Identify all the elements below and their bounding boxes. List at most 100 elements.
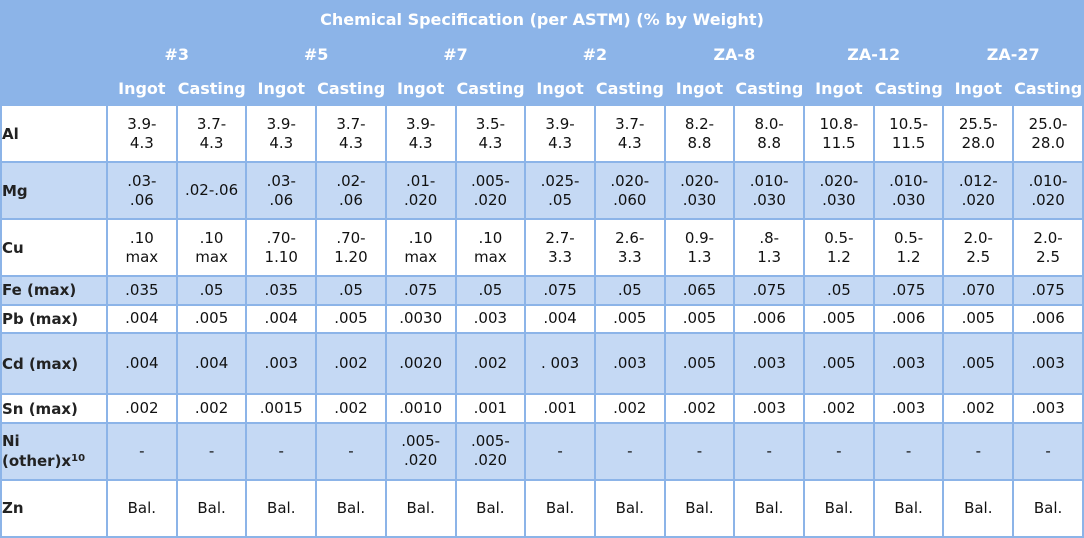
value-text: Bal.: [197, 498, 226, 517]
value-text: -: [348, 441, 354, 460]
value-text: .03-: [127, 171, 157, 190]
value-cell: 3.9- 4.3: [526, 106, 594, 162]
value-text: .065: [682, 280, 717, 299]
value-text: .020: [473, 190, 508, 209]
value-text: .0020: [399, 354, 443, 373]
value-text: -: [278, 441, 284, 460]
value-text: 1.2: [826, 247, 851, 266]
alloy-header: ZA-8: [665, 38, 804, 70]
value-cell: .005: [317, 305, 385, 333]
value-text: .005-: [470, 432, 510, 451]
value-cell: .002: [108, 395, 176, 422]
value-cell: .003: [456, 305, 525, 333]
value-cell: Bal.: [944, 480, 1013, 536]
value-text: Bal.: [964, 498, 993, 517]
value-text: Bal.: [336, 498, 366, 517]
value-cell: .001: [456, 395, 525, 422]
value-text: .002: [961, 399, 995, 418]
value-text: Bal.: [545, 498, 575, 517]
value-text: .05: [826, 280, 851, 299]
value-cell: .002: [317, 334, 385, 394]
value-cell: .075: [874, 277, 943, 304]
value-cell: 3.7- 4.3: [317, 106, 385, 162]
value-text: .003: [1031, 354, 1065, 373]
value-cell: .005: [944, 334, 1013, 394]
casting-header: Casting: [1014, 72, 1082, 104]
value-text: 1.10: [264, 247, 298, 266]
row-label: Cu: [2, 220, 106, 276]
value-cell: 3.9- 4.3: [386, 106, 455, 162]
value-text: .075: [891, 280, 926, 299]
value-cell: 2.0- 2.5: [944, 220, 1013, 276]
value-cell: 3.5- 4.3: [456, 106, 525, 162]
value-cell: .0020: [386, 334, 455, 394]
value-cell: .002: [456, 334, 525, 394]
row-label: Mg: [2, 163, 106, 219]
value-text: .070: [961, 280, 995, 299]
value-text: .005: [961, 309, 995, 328]
value-cell: Bal.: [456, 480, 525, 536]
value-text: 4.3: [617, 133, 642, 152]
ingot-header: Ingot: [247, 72, 316, 104]
value-text: .003: [613, 354, 647, 373]
element-name: Al: [2, 124, 19, 143]
value-text: 3.5-: [475, 114, 505, 133]
value-text: .8-: [759, 228, 780, 247]
value-text: .010-: [749, 171, 789, 190]
value-text: 4.3: [129, 133, 154, 152]
value-cell: -: [526, 423, 594, 479]
header-corner: [2, 72, 106, 104]
value-cell: .004: [247, 305, 316, 333]
value-cell: -: [177, 423, 246, 479]
value-text: .001: [543, 399, 577, 418]
value-cell: 25.5- 28.0: [944, 106, 1013, 162]
alloy-header: ZA-27: [944, 38, 1082, 70]
row-label: Cd (max): [2, 334, 106, 394]
value-text: 10.5-: [889, 114, 928, 133]
value-text: 1.2: [896, 247, 921, 266]
value-text: .012-: [958, 171, 998, 190]
value-text: -: [208, 441, 215, 460]
value-cell: .012- .020: [944, 163, 1013, 219]
value-cell: .005: [595, 305, 664, 333]
value-cell: .010- .030: [874, 163, 943, 219]
value-text: .030: [752, 190, 786, 209]
row-label: Zn: [2, 480, 106, 536]
value-text: .05: [339, 280, 363, 299]
value-text: .006: [752, 309, 786, 328]
value-cell: .075: [526, 277, 594, 304]
value-text: .035: [264, 280, 298, 299]
value-cell: .006: [735, 305, 804, 333]
value-cell: .002: [177, 395, 246, 422]
value-text: .010-: [889, 171, 928, 190]
value-cell: Bal.: [735, 480, 804, 536]
value-text: 3.3: [617, 247, 642, 266]
value-cell: .075: [735, 277, 804, 304]
value-text: -: [766, 441, 772, 460]
value-text: .003: [891, 399, 926, 418]
value-cell: .005: [665, 334, 734, 394]
value-cell: .05: [177, 277, 246, 304]
value-cell: .01- .020: [386, 163, 455, 219]
value-text: .005: [822, 354, 856, 373]
value-cell: -: [1014, 423, 1082, 479]
value-text: .004: [264, 309, 298, 328]
value-text: .005: [613, 309, 647, 328]
value-text: Bal.: [127, 498, 157, 517]
value-text: .002: [125, 399, 159, 418]
value-text: 4.3: [269, 133, 294, 152]
value-text: .005-: [470, 171, 510, 190]
element-name: Ni: [2, 432, 20, 451]
value-text: .003: [1031, 399, 1065, 418]
value-text: -: [836, 441, 842, 460]
value-text: 4.3: [408, 133, 433, 152]
alloy-header: #2: [526, 38, 664, 70]
value-text: .10: [199, 228, 224, 247]
table-row: Ni (other)x10- - - - .005- .020.005- .020- - - - - -…: [2, 423, 1082, 479]
value-cell: .065: [665, 277, 734, 304]
value-text: .002: [682, 399, 717, 418]
value-cell: Bal.: [386, 480, 455, 536]
alloy-header: #3: [108, 38, 246, 70]
value-cell: .004: [108, 334, 176, 394]
